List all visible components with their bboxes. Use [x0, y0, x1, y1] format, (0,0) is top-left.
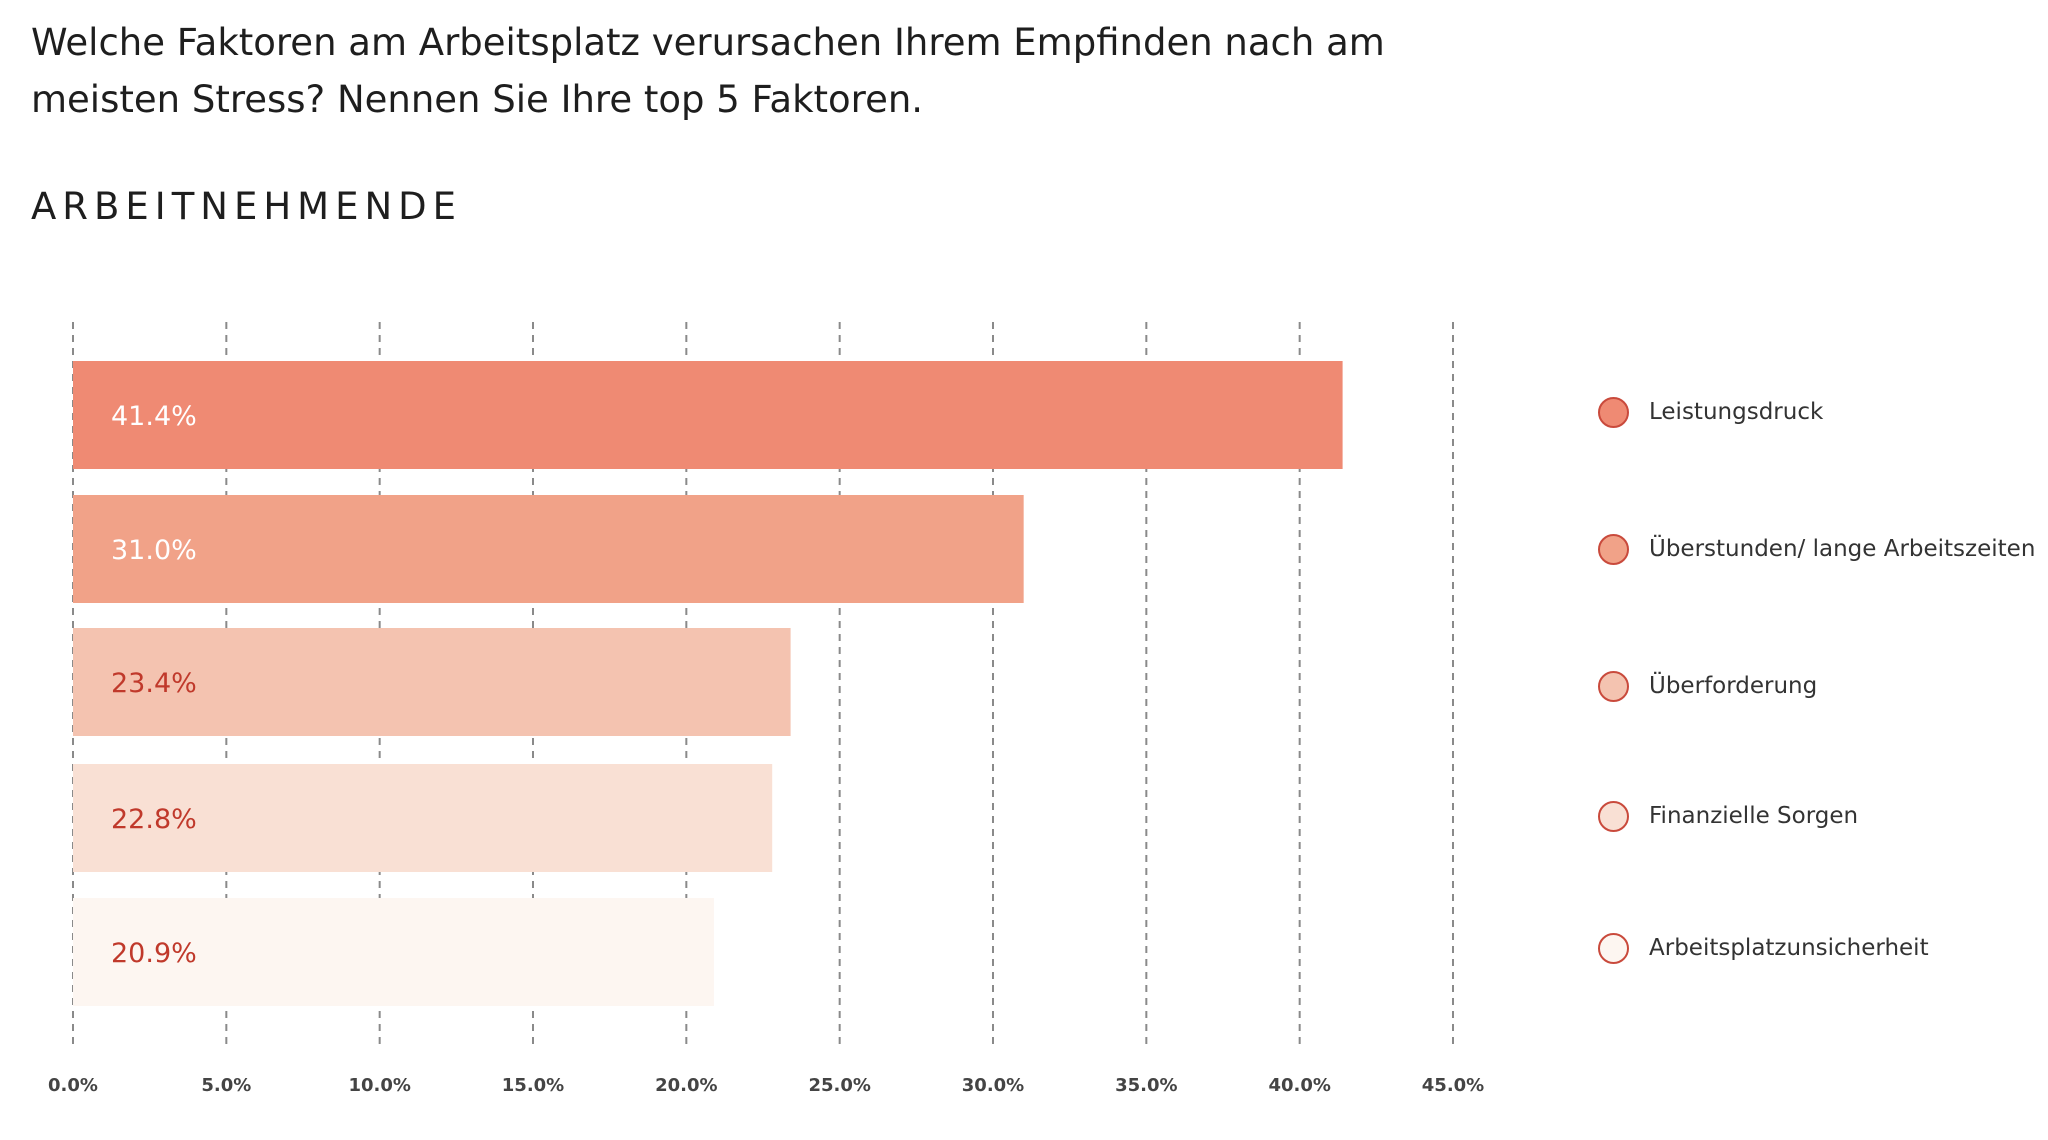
segment-subtitle: ARBEITNEHMENDE [31, 185, 463, 228]
x-tick-label: 40.0% [1268, 1075, 1330, 1096]
legend-item: Finanzielle Sorgen [1598, 796, 1858, 836]
question-title: Welche Faktoren am Arbeitsplatz verursac… [31, 21, 1385, 121]
legend-label: Überforderung [1649, 673, 1818, 699]
bar-value-label: 41.4% [111, 401, 197, 432]
bars: 41.4% 31.0% 23.4% 22.8% 20.9% [73, 361, 1343, 1006]
legend-label: Leistungsdruck [1649, 399, 1824, 425]
bar-value-label: 22.8% [111, 804, 197, 835]
bar [73, 361, 1343, 469]
legend-swatch [1598, 670, 1629, 702]
x-tick-label: 20.0% [655, 1075, 717, 1096]
x-tick-label: 25.0% [808, 1075, 870, 1096]
x-tick-label: 5.0% [201, 1075, 251, 1096]
legend-item: Überstunden/ lange Arbeitszeiten [1598, 529, 2035, 569]
x-tick-label: 35.0% [1115, 1075, 1177, 1096]
x-tick-label: 30.0% [962, 1075, 1024, 1096]
bar [73, 628, 791, 736]
legend-item: Überforderung [1598, 666, 1817, 706]
legend-item: Leistungsdruck [1598, 392, 1823, 432]
legend-label: Arbeitsplatzunsicherheit [1649, 935, 1929, 961]
bar-value-label: 23.4% [111, 668, 197, 699]
bar-value-label: 31.0% [111, 535, 197, 566]
legend-label: Finanzielle Sorgen [1649, 803, 1859, 829]
bar [73, 495, 1024, 603]
bar-value-label: 20.9% [111, 938, 197, 969]
bar [73, 898, 714, 1006]
bar [73, 764, 773, 872]
x-axis-ticks: 0.0% 5.0% 10.0% 15.0% 20.0% 25.0% 30.0% 35.0% 40… [48, 1075, 1484, 1096]
x-tick-label: 15.0% [502, 1075, 564, 1096]
x-tick-label: 45.0% [1422, 1075, 1484, 1096]
x-tick-label: 10.0% [348, 1075, 410, 1096]
legend-swatch [1598, 932, 1629, 964]
legend-swatch [1598, 396, 1629, 428]
legend-swatch [1598, 800, 1629, 832]
legend-label: Überstunden/ lange Arbeitszeiten [1649, 536, 2036, 562]
x-tick-label: 0.0% [48, 1075, 98, 1096]
legend-item: Arbeitsplatzunsicherheit [1598, 928, 1929, 968]
legend-swatch [1598, 533, 1629, 565]
